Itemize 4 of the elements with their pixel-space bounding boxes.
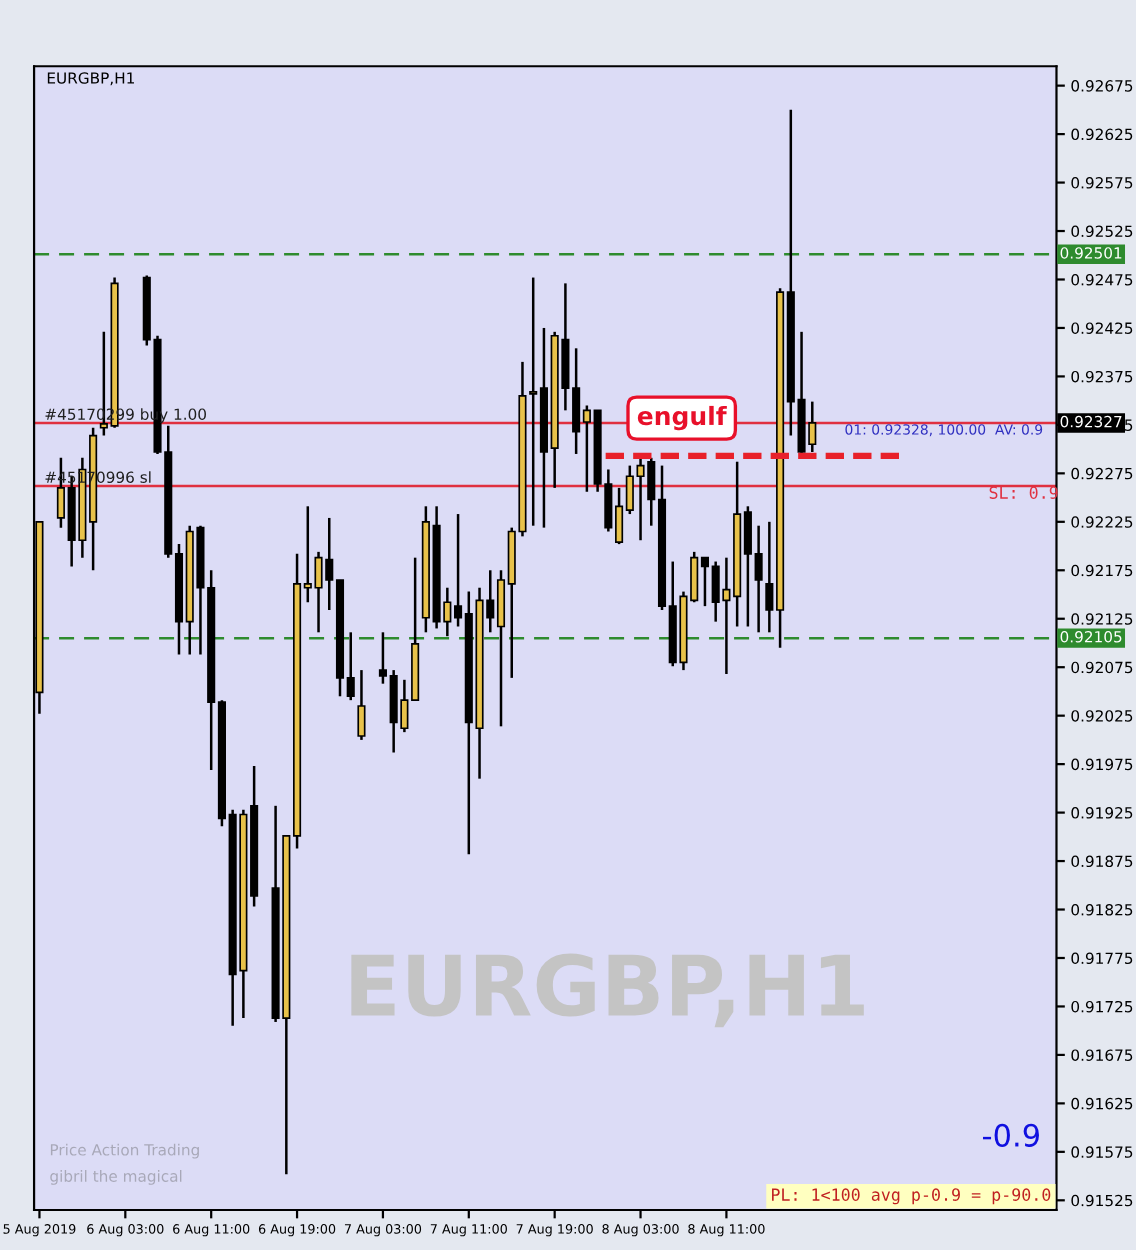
candlestick bbox=[357, 668, 366, 742]
annotation: PL: 1<100 avg p-0.9 = p-90.0 bbox=[772, 1188, 1051, 1205]
annotation: -0.9 bbox=[983, 1123, 1039, 1147]
annotation: engulf bbox=[637, 405, 727, 431]
